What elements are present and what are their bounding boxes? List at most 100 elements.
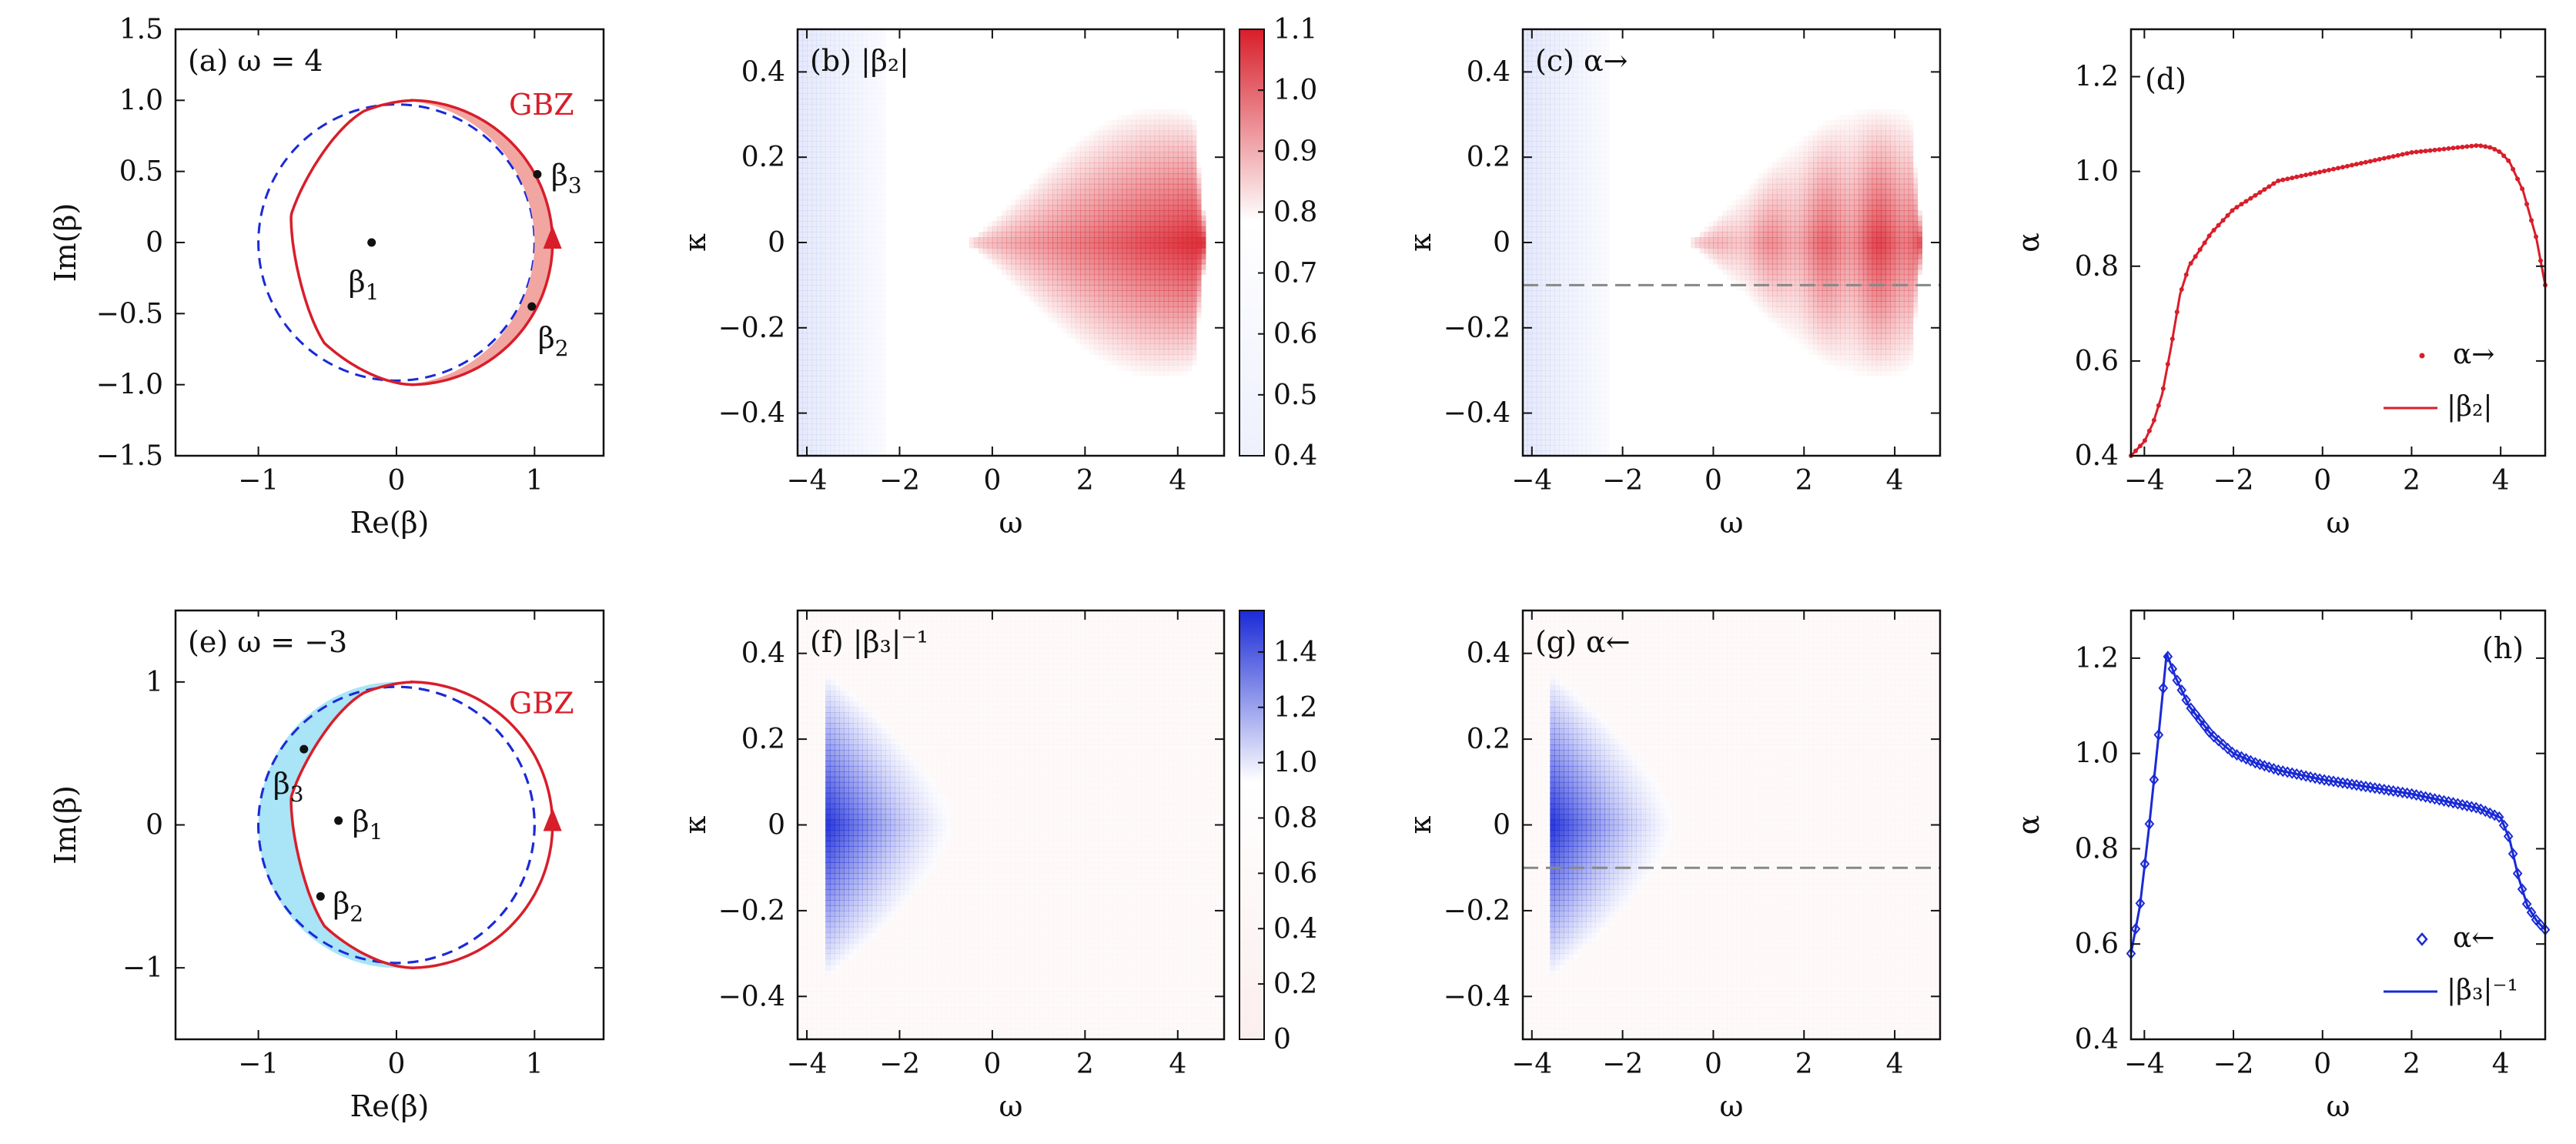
data-point: [2386, 155, 2391, 160]
y-tick-label: 0: [1493, 810, 1510, 841]
colorbar-tick-label: 1.2: [1273, 692, 1317, 724]
data-point: [2232, 749, 2242, 761]
data-point: [2223, 742, 2233, 754]
data-point: [2165, 361, 2170, 366]
colorbar-tick-label: 0.6: [1273, 319, 1317, 350]
data-point: [2197, 247, 2203, 253]
root-label: β1: [353, 804, 383, 845]
x-tick-label: −2: [879, 465, 920, 497]
data-point: [2174, 309, 2180, 315]
data-point: [2241, 753, 2251, 765]
x-tick-label: 2: [1795, 465, 1813, 497]
data-point: [2526, 906, 2537, 918]
data-point: [2367, 159, 2373, 164]
data-point: [2172, 674, 2183, 687]
root-point: [334, 816, 343, 825]
data-point: [2227, 746, 2237, 758]
x-tick-label: 0: [1705, 465, 1722, 497]
colorbar-tick-label: 0.4: [1273, 913, 1317, 945]
colorbar-tick-label: 1.0: [1273, 748, 1317, 779]
data-point: [2390, 154, 2396, 159]
legend-marker: [2416, 932, 2428, 946]
data-point: [2363, 159, 2368, 165]
data-point: [2290, 176, 2295, 181]
data-point: [2414, 149, 2419, 155]
plot-frame: [174, 28, 605, 457]
data-point: [2153, 728, 2164, 741]
x-axis-label: ω: [2327, 506, 2350, 540]
shaded-region: [258, 681, 417, 968]
direction-arrow: [543, 808, 562, 831]
y-tick-label: 0.4: [2075, 440, 2119, 472]
x-axis-label: Re(β): [350, 506, 430, 540]
y-axis-label: κ: [678, 815, 712, 834]
y-tick-label: −0.2: [718, 313, 785, 344]
data-point: [2469, 143, 2474, 149]
y-axis-label: κ: [1403, 815, 1437, 834]
y-tick-label: −1.5: [96, 440, 163, 472]
colorbar: [1239, 610, 1265, 1040]
x-tick-label: −4: [787, 465, 828, 497]
y-tick-label: −1: [122, 952, 163, 984]
legend-label: α→: [2453, 339, 2494, 370]
x-tick-label: −2: [1602, 465, 1643, 497]
data-point: [2267, 184, 2272, 189]
x-tick-label: 0: [2313, 1049, 2331, 1080]
data-point: [2476, 803, 2486, 815]
unit-circle: [257, 103, 536, 382]
data-point: [2280, 177, 2286, 182]
direction-arrow: [543, 226, 562, 249]
data-point: [2137, 443, 2143, 449]
x-tick-label: −4: [2124, 465, 2165, 497]
colorbar-tick-label: 0.9: [1273, 135, 1317, 167]
heatmap-cells: [1523, 610, 1940, 1039]
colorbar-tick-label: 1.1: [1273, 14, 1317, 45]
root-point: [299, 744, 309, 754]
x-axis-label: ω: [2327, 1089, 2350, 1123]
y-tick-label: 0.4: [741, 638, 785, 670]
data-point: [2480, 805, 2491, 818]
data-point: [2487, 145, 2493, 150]
y-tick-label: 1.0: [2075, 156, 2119, 188]
shaded-region: [396, 100, 553, 385]
data-point: [2489, 809, 2500, 821]
unit-circle: [257, 685, 536, 965]
data-point: [2404, 151, 2410, 156]
data-point: [2139, 858, 2150, 870]
data-point: [2427, 148, 2433, 153]
data-point: [2494, 811, 2504, 823]
data-point: [2478, 143, 2484, 149]
data-point: [2193, 254, 2198, 259]
data-point: [2437, 147, 2442, 152]
data-point: [2535, 918, 2546, 931]
x-tick-label: −2: [2213, 1049, 2254, 1080]
data-point: [2529, 218, 2534, 223]
data-point: [2515, 176, 2521, 182]
heatmap-cells: [798, 29, 1206, 456]
x-tick-label: 0: [2313, 465, 2331, 497]
y-tick-label: 0.8: [2075, 833, 2119, 865]
y-tick-label: −0.2: [1444, 895, 1510, 927]
data-point: [2381, 156, 2387, 161]
data-point: [2243, 199, 2249, 204]
data-point: [2531, 914, 2541, 926]
title-bg: [182, 617, 360, 661]
heatmap-cells: [798, 610, 1224, 1039]
y-tick-label: 0.2: [741, 724, 785, 755]
data-point: [2299, 173, 2304, 179]
gbz-curve: [289, 99, 554, 386]
x-tick-label: 4: [1169, 1049, 1186, 1080]
x-tick-label: 2: [2403, 465, 2420, 497]
root-point: [527, 302, 537, 311]
heatmap-cells: [1523, 29, 1922, 456]
panel-title: (e) ω = −3: [188, 625, 347, 659]
y-tick-label: 0.2: [1467, 142, 1510, 173]
y-tick-label: 0.8: [2075, 251, 2119, 283]
data-point: [2213, 734, 2223, 747]
data-point: [2377, 156, 2382, 162]
plot-frame: [2129, 28, 2547, 457]
data-point: [2236, 751, 2246, 763]
y-tick-label: 1: [146, 667, 163, 698]
data-point: [2344, 163, 2350, 169]
data-point: [2340, 165, 2345, 170]
